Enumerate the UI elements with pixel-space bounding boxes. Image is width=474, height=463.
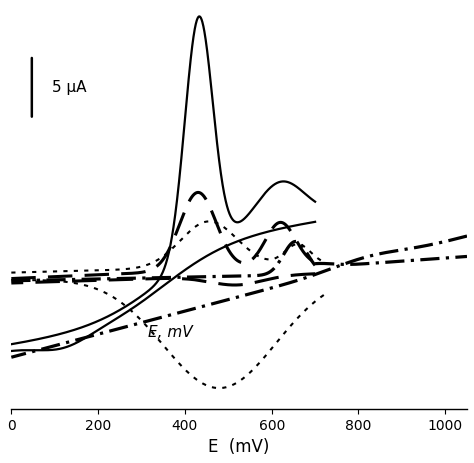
X-axis label: E  (mV): E (mV)	[209, 438, 270, 456]
Text: E, mV: E, mV	[148, 325, 192, 340]
Text: 5 μA: 5 μA	[52, 80, 87, 95]
